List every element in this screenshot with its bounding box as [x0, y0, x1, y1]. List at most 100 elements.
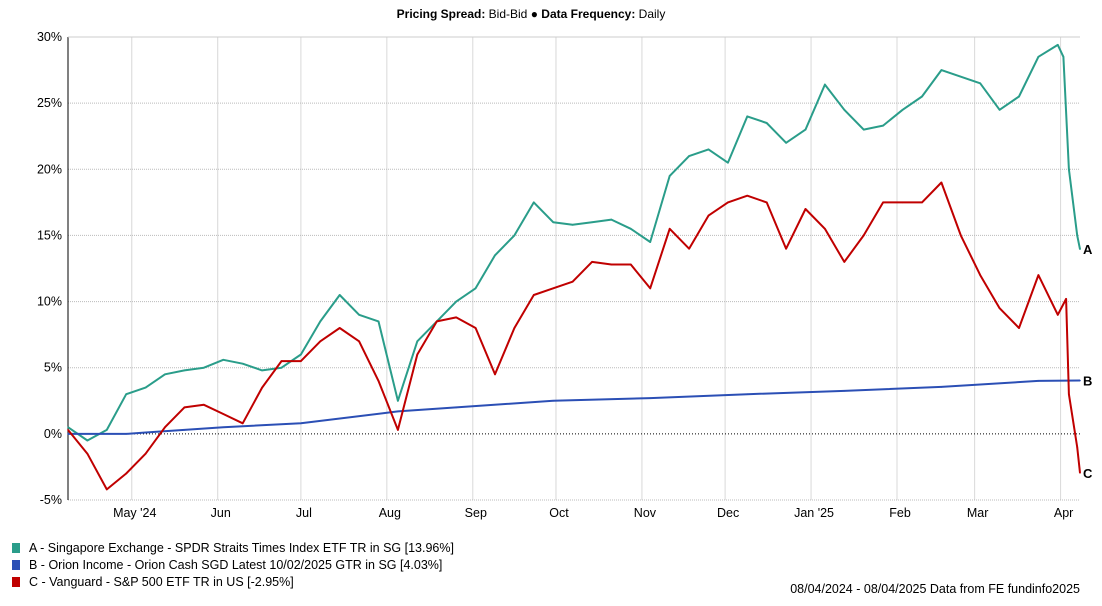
data-point-a: [901, 108, 904, 111]
frequency-value: Daily: [638, 7, 666, 21]
data-point-c: [183, 406, 186, 409]
x-tick-label: May '24: [113, 506, 156, 520]
series-end-label-b: B: [1083, 374, 1092, 389]
data-point-a: [358, 314, 360, 316]
data-point-c: [727, 201, 729, 204]
data-point-a: [746, 115, 749, 118]
y-tick-label: 25%: [37, 96, 62, 110]
data-point-a: [998, 108, 1001, 111]
data-point-c: [707, 214, 710, 217]
data-point-c: [1065, 298, 1067, 300]
data-point-b: [455, 406, 457, 409]
data-point-a: [416, 340, 419, 343]
data-point-a: [397, 399, 399, 402]
data-point-a: [765, 122, 768, 124]
data-point-c: [571, 280, 574, 283]
data-point-c: [630, 263, 632, 266]
data-point-a: [552, 221, 555, 223]
data-point-a: [222, 358, 225, 361]
data-point-c: [940, 181, 943, 184]
data-point-a: [610, 218, 613, 221]
data-point-a: [707, 148, 710, 151]
data-point-a: [688, 155, 690, 157]
data-point-c: [358, 340, 360, 343]
legend: A - Singapore Exchange - SPDR Straits Ti…: [12, 539, 454, 590]
series-line-b: [68, 379, 1081, 435]
legend-item-b: B - Orion Income - Orion Cash SGD Latest…: [12, 556, 454, 573]
legend-item-c: C - Vanguard - S&P 500 ETF TR in US [-2.…: [12, 573, 454, 590]
separator-dot: ●: [530, 7, 538, 21]
data-point-b: [940, 386, 943, 388]
data-point-c: [319, 340, 322, 343]
data-point-a: [649, 241, 652, 243]
data-point-a: [513, 234, 516, 237]
data-point-a: [843, 108, 846, 111]
data-point-a: [921, 95, 923, 98]
data-point-a: [241, 362, 244, 365]
data-point-a: [571, 224, 574, 226]
data-point-a: [1018, 95, 1020, 98]
data-point-c: [144, 452, 147, 455]
x-tick-label: Apr: [1054, 506, 1073, 520]
legend-label-b: B - Orion Income - Orion Cash SGD Latest…: [29, 557, 443, 572]
data-point-a: [804, 128, 807, 131]
data-point-a: [979, 82, 981, 85]
data-point-a: [727, 161, 729, 164]
data-point-a: [144, 386, 147, 389]
data-point-c: [1057, 314, 1059, 316]
data-point-a: [959, 75, 962, 78]
data-point-c: [106, 488, 108, 491]
data-point-c: [591, 261, 593, 263]
data-point-a: [1037, 56, 1040, 58]
data-point-a: [1062, 56, 1065, 58]
data-point-a: [882, 124, 884, 127]
data-point-b: [125, 433, 128, 435]
data-point-c: [435, 320, 438, 323]
y-tick-label: 5%: [44, 361, 62, 375]
data-point-a: [1057, 44, 1059, 46]
data-point-a: [338, 294, 341, 296]
legend-swatch-c: [12, 576, 20, 587]
data-point-b: [300, 422, 302, 425]
data-point-b: [397, 410, 399, 413]
data-point-a: [862, 128, 865, 131]
data-point-c: [86, 452, 89, 455]
data-point-c: [1068, 393, 1070, 395]
data-point-c: [785, 247, 787, 250]
y-tick-label: 20%: [37, 162, 62, 176]
data-point-b: [649, 397, 652, 399]
data-point-c: [377, 380, 380, 382]
spread-label: Pricing Spread:: [396, 7, 486, 21]
x-tick-label: Aug: [379, 506, 401, 520]
data-point-c: [843, 261, 846, 263]
y-tick-label: -5%: [40, 493, 62, 507]
data-point-c: [998, 307, 1001, 309]
data-point-a: [1076, 234, 1079, 237]
x-tick-label: Jun: [211, 506, 231, 520]
y-tick-label: 10%: [37, 295, 62, 309]
data-point-c: [241, 422, 244, 425]
series-end-label-c: C: [1083, 466, 1093, 481]
legend-label-c: C - Vanguard - S&P 500 ETF TR in US [-2.…: [29, 574, 294, 589]
data-point-b: [746, 393, 749, 395]
x-tick-label: Jan '25: [794, 506, 834, 520]
data-point-a: [591, 221, 593, 223]
series-line-c: [67, 181, 1081, 491]
data-point-a: [86, 439, 89, 442]
data-point-a: [668, 175, 671, 177]
x-tick-label: Jul: [296, 506, 312, 520]
data-point-a: [532, 201, 535, 204]
frequency-label: Data Frequency:: [541, 7, 636, 21]
data-point-c: [203, 403, 205, 406]
data-point-b: [144, 431, 147, 434]
y-tick-label: 0%: [44, 427, 62, 441]
data-point-c: [261, 386, 263, 389]
data-point-c: [125, 472, 128, 475]
data-point-c: [474, 327, 477, 329]
data-point-c: [688, 247, 690, 250]
data-point-c: [280, 360, 283, 362]
data-point-c: [668, 228, 671, 230]
x-tick-label: Mar: [967, 506, 989, 520]
data-point-c: [921, 201, 923, 204]
data-point-a: [203, 366, 205, 369]
